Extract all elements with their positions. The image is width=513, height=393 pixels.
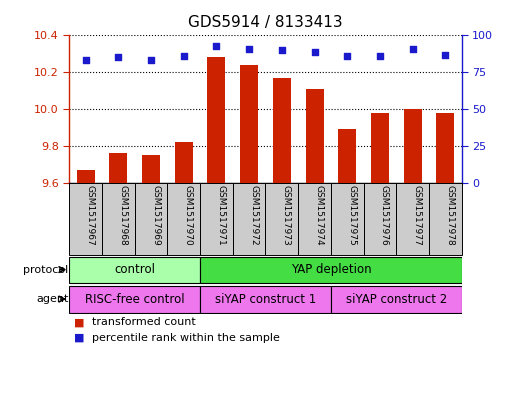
Text: percentile rank within the sample: percentile rank within the sample [92, 333, 280, 343]
Point [441, 51, 449, 58]
Point [180, 53, 188, 59]
Bar [76, 170, 94, 183]
Point [376, 53, 384, 59]
Bar [200, 286, 331, 313]
Bar [200, 257, 462, 283]
Point [114, 54, 123, 61]
Text: agent: agent [36, 294, 69, 304]
Bar [437, 113, 455, 183]
Text: GSM1517972: GSM1517972 [249, 185, 258, 246]
Bar [240, 65, 258, 183]
Bar [167, 183, 200, 255]
Text: ■: ■ [74, 333, 85, 343]
Bar [69, 286, 200, 313]
Text: protocol: protocol [24, 264, 69, 275]
Point [245, 46, 253, 52]
Bar [371, 113, 389, 183]
Bar [175, 142, 193, 183]
Text: transformed count: transformed count [92, 317, 196, 327]
Bar [273, 78, 291, 183]
Bar [306, 89, 324, 183]
Text: ■: ■ [74, 317, 85, 327]
Bar [265, 183, 298, 255]
Title: GDS5914 / 8133413: GDS5914 / 8133413 [188, 15, 343, 30]
Bar [338, 129, 356, 183]
Point [278, 47, 286, 53]
Text: GSM1517967: GSM1517967 [86, 185, 94, 246]
Bar [207, 57, 225, 183]
Point [212, 42, 221, 49]
Text: GSM1517978: GSM1517978 [445, 185, 455, 246]
Bar [69, 257, 200, 283]
Bar [404, 109, 422, 183]
Point [147, 57, 155, 64]
Text: GSM1517968: GSM1517968 [119, 185, 127, 246]
Bar [69, 183, 102, 255]
Text: GSM1517969: GSM1517969 [151, 185, 160, 246]
Point [310, 48, 319, 55]
Text: YAP depletion: YAP depletion [290, 263, 371, 276]
Bar [142, 155, 160, 183]
Text: control: control [114, 263, 155, 276]
Bar [429, 183, 462, 255]
Bar [364, 183, 396, 255]
Point [82, 57, 90, 64]
Bar [233, 183, 266, 255]
Text: GSM1517970: GSM1517970 [184, 185, 193, 246]
Bar [396, 183, 429, 255]
Text: GSM1517971: GSM1517971 [216, 185, 225, 246]
Bar [200, 183, 233, 255]
Bar [134, 183, 167, 255]
Bar [109, 153, 127, 183]
Text: GSM1517974: GSM1517974 [314, 185, 324, 246]
Bar [331, 286, 462, 313]
Text: siYAP construct 1: siYAP construct 1 [215, 292, 316, 306]
Text: siYAP construct 2: siYAP construct 2 [346, 292, 447, 306]
Point [408, 46, 417, 52]
Text: GSM1517973: GSM1517973 [282, 185, 291, 246]
Point [343, 53, 351, 59]
Text: GSM1517977: GSM1517977 [412, 185, 422, 246]
Text: GSM1517976: GSM1517976 [380, 185, 389, 246]
Bar [102, 183, 134, 255]
Bar [298, 183, 331, 255]
Text: RISC-free control: RISC-free control [85, 292, 185, 306]
Text: GSM1517975: GSM1517975 [347, 185, 356, 246]
Bar [331, 183, 364, 255]
